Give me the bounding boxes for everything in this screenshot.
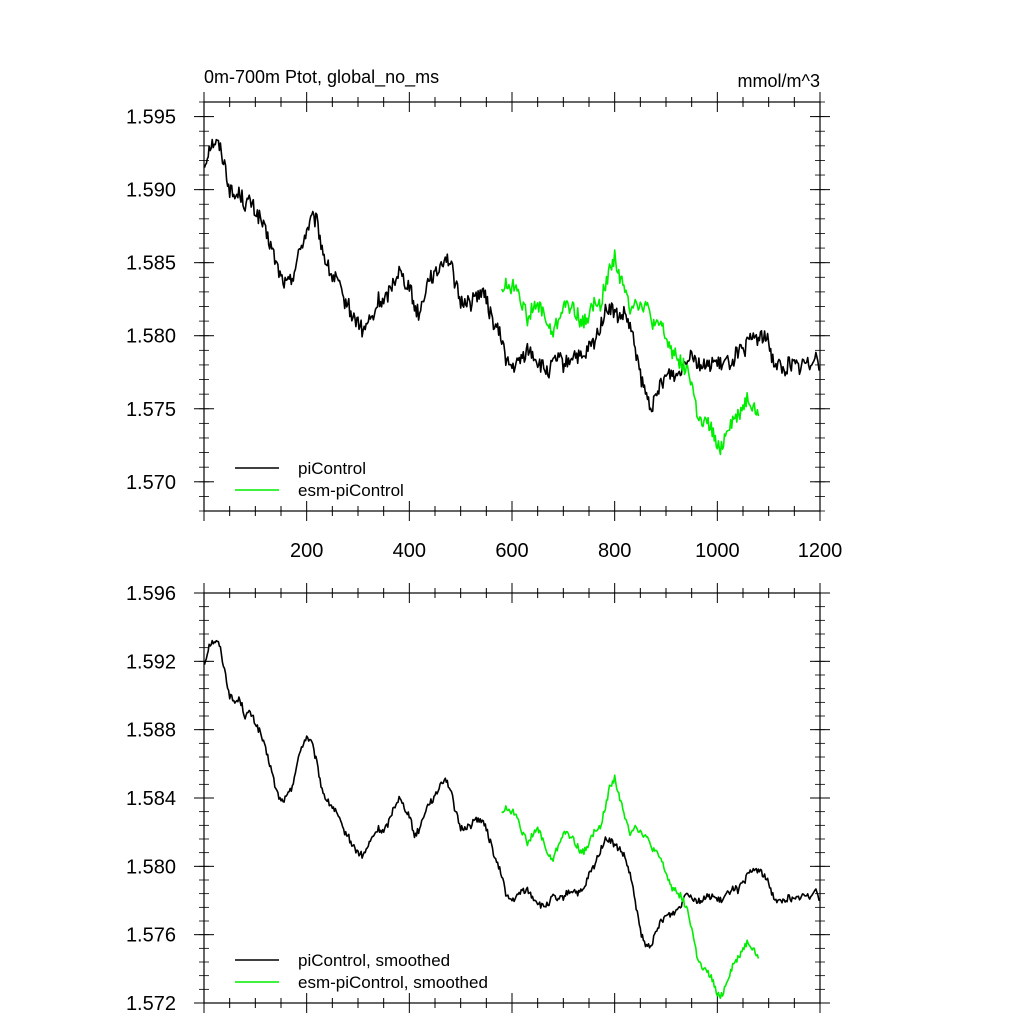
series-group [203, 639, 821, 1000]
units-label: mmol/m^3 [738, 71, 820, 91]
x-tick-label: 600 [495, 540, 528, 562]
y-tick-label: 1.570 [126, 472, 176, 494]
x-tick-label: 200 [290, 540, 323, 562]
x-tick-label: 400 [393, 540, 426, 562]
legend-label-picontrol-smoothed: piControl, smoothed [298, 951, 450, 970]
y-tick-label: 1.585 [126, 253, 176, 275]
axis-ticks [194, 583, 830, 1013]
y-tick-label: 1.580 [126, 326, 176, 348]
x-tick-labels: 200 400 600 800 1000 1200 [290, 540, 842, 562]
series-line-esm-picontrol-smoothed [501, 774, 760, 1000]
chart-panel-bottom: 1.572 1.576 1.580 1.584 1.588 1.592 1.596 piCo… [126, 583, 830, 1015]
y-tick-label: 1.588 [126, 720, 176, 742]
y-tick-label: 1.595 [126, 107, 176, 129]
x-tick-label: 800 [598, 540, 631, 562]
legend: piControl, smoothed esm-piControl, smoot… [235, 951, 488, 992]
x-tick-label: 1000 [695, 540, 740, 562]
series-line-picontrol [203, 138, 821, 413]
y-tick-label: 1.590 [126, 180, 176, 202]
plot-frame [203, 101, 821, 512]
x-tick-label: 1200 [798, 540, 843, 562]
series-group [203, 138, 821, 456]
chart-title: 0m-700m Ptot, global_no_ms [204, 67, 439, 88]
y-tick-label: 1.576 [126, 925, 176, 947]
y-tick-label: 1.596 [126, 583, 176, 605]
legend: piControl esm-piControl [235, 459, 404, 500]
plot-frame [203, 592, 821, 1004]
y-tick-labels: 1.572 1.576 1.580 1.584 1.588 1.592 1.596 [126, 583, 176, 1015]
y-tick-label: 1.572 [126, 993, 176, 1015]
y-tick-label: 1.580 [126, 856, 176, 878]
y-tick-label: 1.584 [126, 788, 176, 810]
axis-ticks [194, 92, 830, 521]
y-tick-labels: 1.570 1.575 1.580 1.585 1.590 1.595 [126, 107, 176, 494]
series-line-picontrol-smoothed [203, 639, 821, 949]
y-tick-label: 1.592 [126, 651, 176, 673]
chart-panel-top: 0m-700m Ptot, global_no_ms mmol/m^3 1.57… [126, 67, 842, 562]
legend-label-esm-picontrol-smoothed: esm-piControl, smoothed [298, 973, 488, 992]
legend-label-picontrol: piControl [298, 459, 366, 478]
y-tick-label: 1.575 [126, 399, 176, 421]
series-line-esm-picontrol [500, 249, 760, 456]
legend-label-esm-picontrol: esm-piControl [298, 481, 404, 500]
